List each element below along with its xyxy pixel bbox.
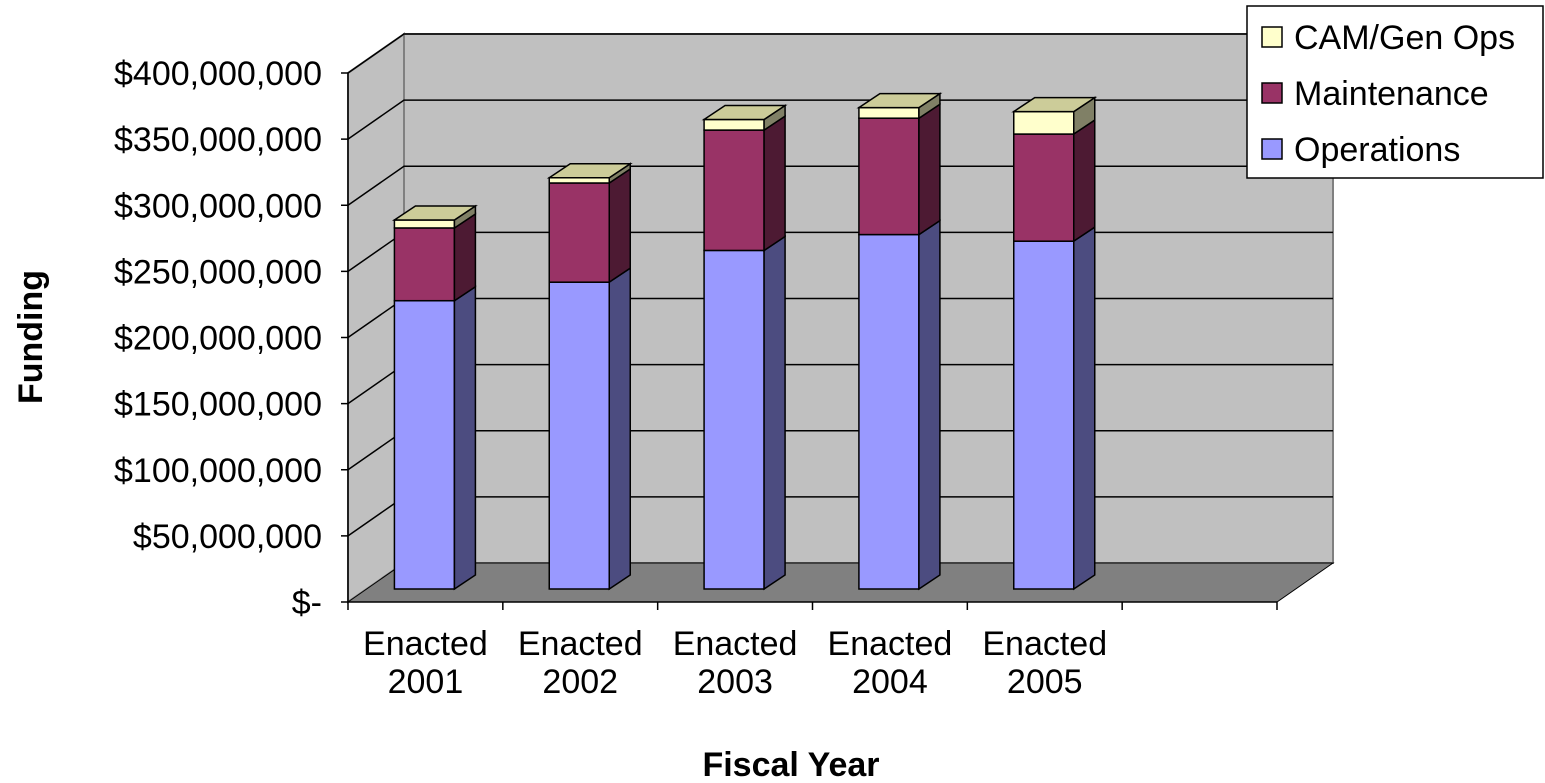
bar-side-maintenance <box>1073 118 1096 243</box>
x-tick-label-line: Enacted <box>828 625 953 663</box>
x-tick-label: Enacted 2001 <box>363 625 488 701</box>
bar-top <box>856 92 943 109</box>
legend-label: Operations <box>1294 131 1460 169</box>
legend-label: CAM/Gen Ops <box>1294 19 1515 57</box>
bar-side-maintenance <box>453 212 477 303</box>
bar-segment-maintenance <box>858 117 920 236</box>
bar-stack <box>391 204 478 591</box>
bar-side-operations <box>453 285 477 591</box>
y-tick-label: $50,000,000 <box>133 518 322 556</box>
x-tick-label-line: Enacted <box>982 625 1107 663</box>
bar-side-operations <box>763 235 786 591</box>
bar-segment-maintenance <box>1013 133 1075 242</box>
bar-side-maintenance <box>763 114 786 252</box>
bar-segment-operations <box>858 233 920 590</box>
x-tick-label: Enacted 2003 <box>673 625 798 701</box>
y-tick-label: $250,000,000 <box>114 253 322 291</box>
bar-segment-cam-gen-ops <box>703 118 765 131</box>
gridline <box>347 99 1333 140</box>
bar-segment-operations <box>393 299 456 590</box>
bar-side-maintenance <box>608 167 631 284</box>
y-axis-title: Funding <box>12 270 50 404</box>
bar-top <box>1011 96 1098 113</box>
x-tick-label-line: Enacted <box>673 625 798 663</box>
y-tick-label: $100,000,000 <box>114 452 322 490</box>
chart-walls <box>346 32 1335 604</box>
x-tick-label: Enacted 2002 <box>518 625 643 701</box>
bar-segment-maintenance <box>393 227 456 302</box>
bar-segment-cam-gen-ops <box>393 219 456 229</box>
legend-label: Maintenance <box>1294 75 1489 113</box>
bar-top <box>391 205 478 221</box>
bar-segment-cam-gen-ops <box>548 176 610 184</box>
x-axis-title: Fiscal Year <box>702 746 879 783</box>
legend: CAM/Gen Ops Maintenance Operations <box>1246 5 1544 179</box>
x-tick-label-line: Enacted <box>518 625 643 663</box>
bar-side-maintenance <box>918 102 941 236</box>
bar-stack <box>701 104 788 591</box>
y-axis-ticks: $- $50,000,000 $100,000,000 $150,000,000 $20… <box>114 55 349 622</box>
bar-segment-cam-gen-ops <box>1013 110 1075 135</box>
bar-stack <box>546 162 633 591</box>
bar-segment-operations <box>548 281 610 590</box>
x-tick-label: Enacted 2004 <box>828 625 953 701</box>
x-tick-label-line: Enacted <box>363 625 488 663</box>
x-tick-label: Enacted 2005 <box>982 625 1107 701</box>
gridline <box>347 33 1333 74</box>
bar-side-operations <box>1073 225 1096 591</box>
x-tick-label-line: 2002 <box>542 663 618 701</box>
bar-segment-cam-gen-ops <box>858 106 920 119</box>
bar-top <box>701 104 788 121</box>
bar-top <box>546 162 633 179</box>
legend-swatch <box>1261 138 1283 160</box>
y-tick-label: $- <box>292 584 322 622</box>
bar-segment-operations <box>1013 240 1075 590</box>
y-tick-label: $150,000,000 <box>114 386 322 424</box>
y-tick-label: $300,000,000 <box>114 187 322 225</box>
bars <box>391 92 1098 591</box>
y-tick-label: $400,000,000 <box>114 55 322 93</box>
bar-segment-operations <box>703 249 765 590</box>
x-tick-label-line: 2004 <box>852 663 928 701</box>
y-tick-label: $200,000,000 <box>114 320 322 358</box>
bar-segment-maintenance <box>703 129 765 252</box>
legend-box <box>1246 5 1544 179</box>
legend-swatch <box>1261 82 1283 104</box>
bar-segment-maintenance <box>548 182 610 283</box>
x-tick-label-line: 2001 <box>388 663 464 701</box>
y-tick-label: $350,000,000 <box>114 121 322 159</box>
bar-stack <box>856 92 943 591</box>
bar-side-operations <box>918 219 941 591</box>
floor <box>346 562 1335 603</box>
legend-swatch <box>1261 26 1283 48</box>
x-tick-label-line: 2003 <box>697 663 773 701</box>
x-tick-label-line: 2005 <box>1007 663 1083 701</box>
bar-side-operations <box>608 266 631 591</box>
bar-stack <box>1011 96 1098 591</box>
